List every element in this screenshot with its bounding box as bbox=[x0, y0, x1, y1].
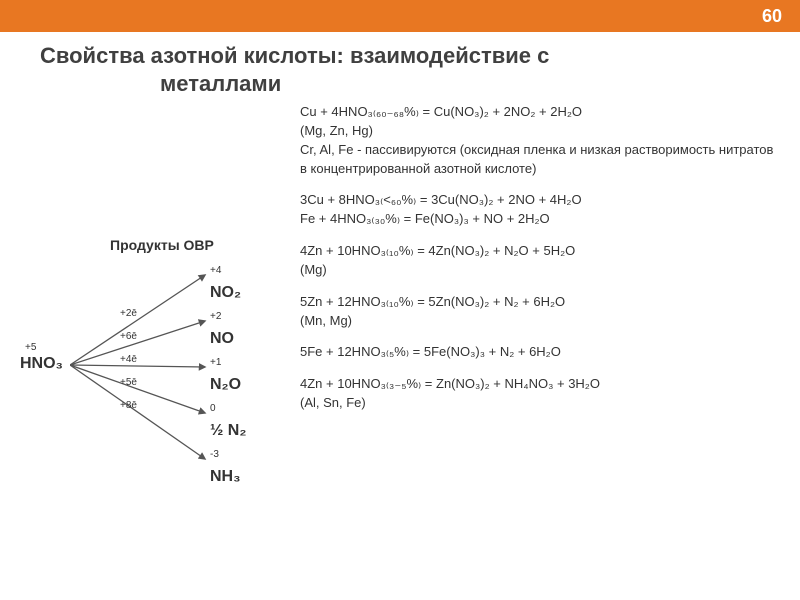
product-charge: +4 bbox=[210, 265, 221, 276]
ovr-product: 0½ N₂ bbox=[210, 403, 246, 440]
equation-group-6: 4Zn + 10HNO₃₍₃₋₅%₎ = Zn(NO₃)₂ + NH₄NO₃ +… bbox=[300, 375, 780, 413]
electron-label: +4ē bbox=[120, 354, 137, 365]
equation: Cu + 4HNO₃₍₆₀₋₆₈%₎ = Cu(NO₃)₂ + 2NO₂ + 2… bbox=[300, 103, 780, 122]
equation: 3Cu + 8HNO₃₍<₆₀%₎ = 3Cu(NO₃)₂ + 2NO + 4H… bbox=[300, 191, 780, 210]
title-line1: Свойства азотной кислоты: взаимодействие… bbox=[40, 43, 549, 68]
equation: 5Zn + 12HNO₃₍₁₀%₎ = 5Zn(NO₃)₂ + N₂ + 6H₂… bbox=[300, 293, 780, 312]
source-formula: HNO₃ bbox=[20, 355, 63, 373]
equation-note: (Mg) bbox=[300, 261, 780, 280]
page-title: Свойства азотной кислоты: взаимодействие… bbox=[0, 32, 800, 97]
equation-note: (Mn, Mg) bbox=[300, 312, 780, 331]
equation: 5Fe + 12HNO₃₍₅%₎ = 5Fe(NO₃)₃ + N₂ + 6H₂O bbox=[300, 343, 780, 362]
title-line2: металлами bbox=[160, 71, 281, 96]
electron-label: +5ē bbox=[120, 377, 137, 388]
source-charge: +5 bbox=[25, 342, 36, 353]
ovr-product: -3NH₃ bbox=[210, 449, 241, 486]
equation: 4Zn + 10HNO₃₍₃₋₅%₎ = Zn(NO₃)₂ + NH₄NO₃ +… bbox=[300, 375, 780, 394]
content-area: Cu + 4HNO₃₍₆₀₋₆₈%₎ = Cu(NO₃)₂ + 2NO₂ + 2… bbox=[0, 97, 800, 115]
product-charge: +1 bbox=[210, 357, 221, 368]
equation-note: (Mg, Zn, Hg) bbox=[300, 122, 780, 141]
equation-note: Cr, Al, Fe - пассивируются (оксидная пле… bbox=[300, 141, 780, 179]
equation-note: (Al, Sn, Fe) bbox=[300, 394, 780, 413]
ovr-title: Продукты ОВР bbox=[110, 237, 290, 253]
ovr-diagram: +5 HNO₃ +2ē +4NO₂ +6ē +2NO +4ē +1N₂O +5ē 0½ N₂ +… bbox=[20, 265, 290, 495]
equation-group-5: 5Fe + 12HNO₃₍₅%₎ = 5Fe(NO₃)₃ + N₂ + 6H₂O bbox=[300, 343, 780, 362]
equation: Fe + 4HNO₃₍₃₀%₎ = Fe(NO₃)₃ + NO + 2H₂O bbox=[300, 210, 780, 229]
equation-group-1: Cu + 4HNO₃₍₆₀₋₆₈%₎ = Cu(NO₃)₂ + 2NO₂ + 2… bbox=[300, 103, 780, 178]
product-charge: 0 bbox=[210, 403, 216, 414]
equation-group-3: 4Zn + 10HNO₃₍₁₀%₎ = 4Zn(NO₃)₂ + N₂O + 5H… bbox=[300, 242, 780, 280]
ovr-product: +1N₂O bbox=[210, 357, 241, 394]
electron-label: +2ē bbox=[120, 308, 137, 319]
ovr-diagram-column: Продукты ОВР +5 HNO₃ +2ē+4NO₂+6ē+2NO+4ē+… bbox=[20, 237, 290, 495]
page-number: 60 bbox=[762, 6, 782, 27]
equation: 4Zn + 10HNO₃₍₁₀%₎ = 4Zn(NO₃)₂ + N₂O + 5H… bbox=[300, 242, 780, 261]
electron-label: +6ē bbox=[120, 331, 137, 342]
equations-column: Cu + 4HNO₃₍₆₀₋₆₈%₎ = Cu(NO₃)₂ + 2NO₂ + 2… bbox=[300, 103, 780, 426]
ovr-product: +2NO bbox=[210, 311, 234, 348]
ovr-product: +4NO₂ bbox=[210, 265, 241, 302]
diagram-lines bbox=[70, 265, 210, 475]
product-charge: -3 bbox=[210, 449, 219, 460]
electron-label: +8ē bbox=[120, 400, 137, 411]
equation-group-4: 5Zn + 12HNO₃₍₁₀%₎ = 5Zn(NO₃)₂ + N₂ + 6H₂… bbox=[300, 293, 780, 331]
product-charge: +2 bbox=[210, 311, 221, 322]
header-bar: 60 bbox=[0, 0, 800, 32]
equation-group-2: 3Cu + 8HNO₃₍<₆₀%₎ = 3Cu(NO₃)₂ + 2NO + 4H… bbox=[300, 191, 780, 229]
